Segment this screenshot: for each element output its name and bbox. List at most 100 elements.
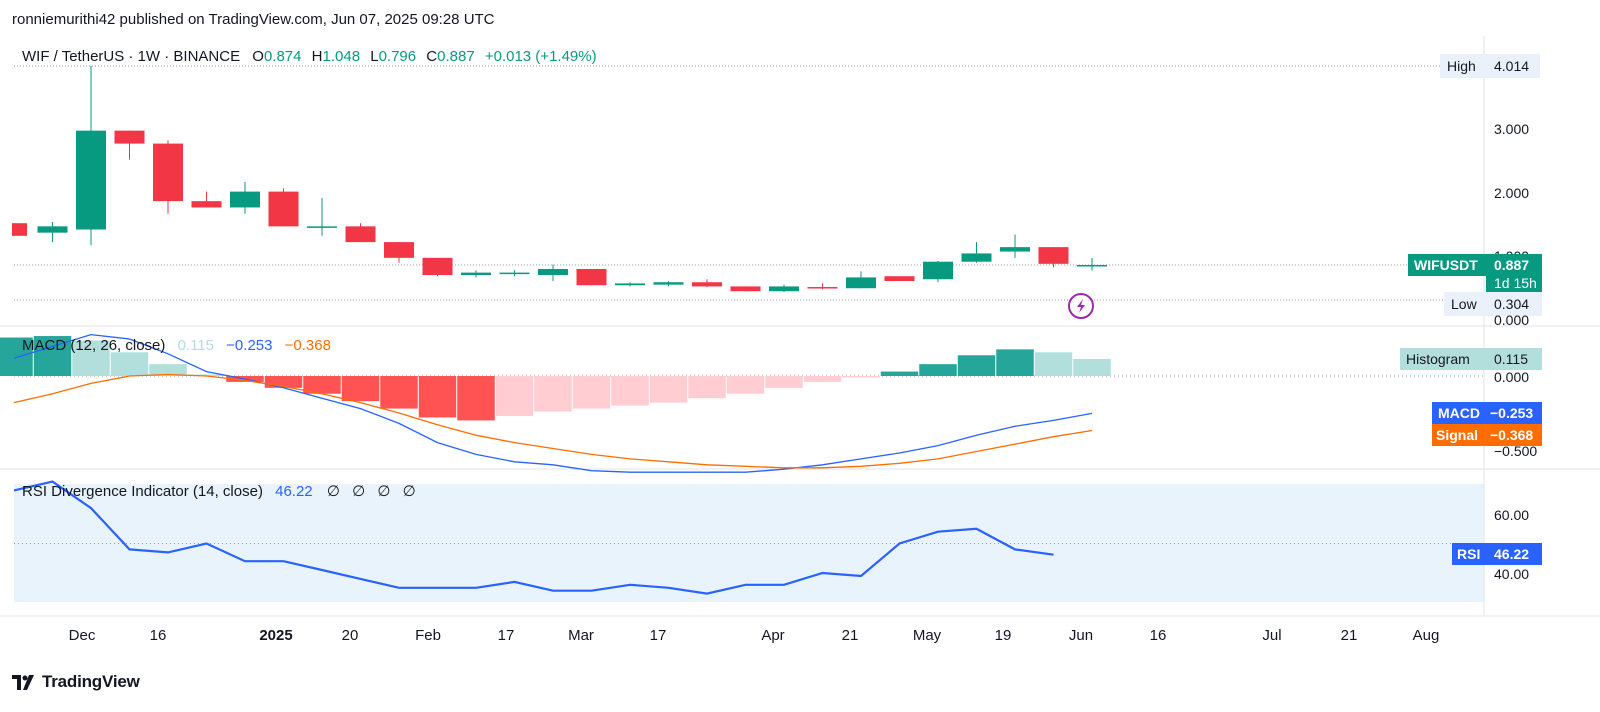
- macd-value: −0.253: [1490, 405, 1533, 421]
- macd-legend-macd: −0.253: [226, 337, 272, 354]
- candle-body: [114, 130, 145, 144]
- open-value: 0.874: [264, 48, 302, 65]
- last-price-box: [1486, 254, 1542, 294]
- time-label: Dec: [69, 627, 96, 644]
- time-label: Mar: [568, 627, 594, 644]
- price-tick: 3.000: [1494, 121, 1529, 137]
- rsi-axis[interactable]: 60.00 RSI 46.22 40.00: [1452, 507, 1542, 582]
- candle-body: [538, 269, 568, 276]
- candle-body: [268, 191, 299, 227]
- time-axis[interactable]: Dec 16 2025 20 Feb 17 Mar 17 Apr 21 May …: [69, 627, 1440, 644]
- macd-legend-title: MACD (12, 26, close): [22, 337, 165, 354]
- close-value: 0.887: [437, 48, 475, 65]
- macd-label-box: [1432, 402, 1486, 424]
- high-label: High: [1447, 58, 1476, 74]
- candle-body: [1000, 247, 1030, 252]
- histogram-bar: [149, 364, 187, 376]
- candle-body: [730, 286, 761, 292]
- signal-label-box: [1432, 424, 1486, 446]
- histogram-bar: [803, 376, 842, 382]
- histogram-bar: [649, 376, 688, 403]
- time-label: 2025: [259, 627, 292, 644]
- histogram-label-box: [1400, 348, 1542, 370]
- candle-body: [384, 242, 414, 258]
- time-label: Feb: [415, 627, 441, 644]
- time-label: 17: [650, 627, 667, 644]
- histogram-bar: [264, 376, 303, 388]
- candle-body: [1038, 247, 1069, 264]
- rsi-legend-value: 46.22: [275, 483, 313, 500]
- rsi-legend-extra: ∅: [403, 483, 416, 500]
- histogram-bar: [996, 349, 1034, 376]
- candle-body: [461, 272, 491, 276]
- macd-label: MACD: [1438, 405, 1480, 421]
- tradingview-logo-icon: [12, 675, 34, 690]
- signal-label: Signal: [1436, 427, 1478, 443]
- time-label: 21: [842, 627, 859, 644]
- candle-body: [846, 277, 876, 289]
- rsi-legend-extra: ∅: [377, 483, 390, 500]
- countdown: 1d 15h: [1494, 275, 1537, 291]
- footer: TradingView: [12, 668, 140, 696]
- histogram-value: 0.115: [1494, 351, 1528, 367]
- time-label: 16: [1150, 627, 1167, 644]
- time-label: 20: [342, 627, 359, 644]
- candle-body: [191, 201, 222, 208]
- time-label: May: [913, 627, 942, 644]
- macd-histogram: [0, 336, 1111, 421]
- low-value: 0.796: [379, 48, 417, 65]
- candle-body: [615, 283, 645, 286]
- histogram-bar: [495, 376, 534, 416]
- chart-area[interactable]: WIF / TetherUS · 1W · BINANCE O0.874 H1.…: [0, 36, 1600, 668]
- price-axis[interactable]: High 4.014 3.000 2.000 1.000 WIFUSDT 0.8…: [1408, 54, 1542, 328]
- macd-legend[interactable]: MACD (12, 26, close) 0.115 −0.253 −0.368: [22, 337, 331, 354]
- histogram-bar: [110, 352, 149, 376]
- lightning-icon[interactable]: [1068, 293, 1094, 319]
- rsi-legend[interactable]: RSI Divergence Indicator (14, close) 46.…: [22, 483, 416, 500]
- low-value: 0.304: [1494, 296, 1529, 312]
- high-value: 1.048: [323, 48, 361, 65]
- histogram-bar: [880, 371, 919, 376]
- symbol-legend[interactable]: WIF / TetherUS · 1W · BINANCE O0.874 H1.…: [22, 48, 597, 65]
- candle-body: [923, 261, 953, 280]
- last-price-symbol: WIFUSDT: [1414, 257, 1478, 273]
- candle-body: [345, 226, 376, 243]
- time-label: 17: [498, 627, 515, 644]
- candle-body: [12, 223, 27, 236]
- candle-body: [307, 226, 337, 228]
- signal-value: −0.368: [1490, 427, 1533, 443]
- time-label: Aug: [1413, 627, 1440, 644]
- published-line: ronniemurithi42 published on TradingView…: [12, 10, 495, 28]
- rsi-legend-title: RSI Divergence Indicator (14, close): [22, 483, 263, 500]
- low-label: L: [370, 48, 378, 65]
- time-label: 16: [150, 627, 167, 644]
- histogram-bar: [1073, 358, 1111, 376]
- macd-value-box: [1486, 402, 1542, 424]
- macd-axis[interactable]: Histogram 0.115 0.000 MACD −0.253 Signal…: [1400, 348, 1542, 459]
- histogram-bar: [726, 376, 765, 394]
- histogram-bar: [380, 376, 418, 409]
- histogram-bar: [457, 376, 495, 421]
- candle-body: [653, 282, 684, 285]
- high-value: 4.014: [1494, 58, 1529, 74]
- candle-body: [576, 269, 607, 286]
- histogram-bar: [0, 337, 33, 376]
- macd-tick: −0.500: [1494, 443, 1537, 459]
- histogram-label: Histogram: [1406, 351, 1470, 367]
- histogram-bar: [418, 376, 457, 418]
- candle-body: [961, 253, 992, 262]
- time-label: Jul: [1262, 627, 1281, 644]
- histogram-bar: [688, 376, 726, 399]
- time-label: 19: [995, 627, 1012, 644]
- last-price-value: 0.887: [1494, 257, 1529, 273]
- histogram-bar: [842, 376, 880, 378]
- candle-body: [499, 272, 530, 275]
- signal-value-box: [1486, 424, 1542, 446]
- macd-tick: 0.000: [1494, 369, 1529, 385]
- high-label-box: [1440, 54, 1540, 78]
- rsi-value: 46.22: [1494, 546, 1529, 562]
- macd-line: [13, 333, 1093, 473]
- candle-body: [76, 130, 106, 230]
- time-label: Apr: [761, 627, 784, 644]
- histogram-bar: [303, 376, 341, 394]
